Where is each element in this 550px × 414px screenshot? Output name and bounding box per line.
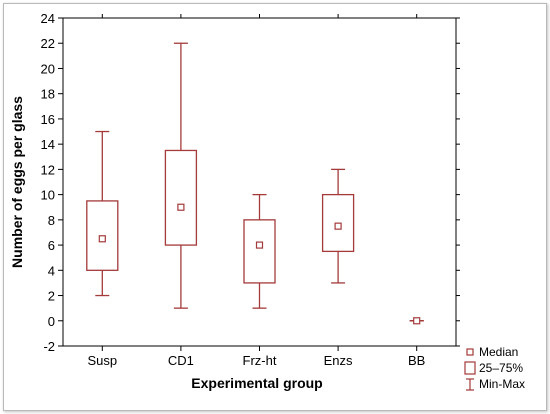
y-tick-label: 4: [48, 263, 55, 278]
y-tick-label: 2: [48, 289, 55, 304]
legend-label-iqr: 25–75%: [479, 361, 523, 375]
box-group-bb: [409, 317, 424, 325]
y-tick-label: 20: [41, 61, 55, 76]
x-axis: Susp CD1 Frz-ht Enzs BB: [87, 14, 425, 368]
y-tick-label: -2: [43, 339, 55, 354]
box-group-susp: [86, 130, 119, 297]
y-tick-label: 24: [41, 11, 55, 26]
x-tick-label: Frz-ht: [243, 353, 277, 368]
x-axis-title: Experimental group: [191, 375, 322, 391]
y-tick-label: 10: [41, 188, 55, 203]
y-tick-label: 22: [41, 36, 55, 51]
x-tick-label: BB: [408, 353, 425, 368]
median-marker: [413, 317, 421, 325]
y-tick-label: 0: [48, 314, 55, 329]
x-tick-label: Susp: [87, 353, 117, 368]
y-axis-title: Number of eggs per glass: [9, 96, 25, 268]
median-marker: [255, 241, 264, 249]
legend-label-median: Median: [479, 345, 518, 359]
box-group-frz-ht: [243, 193, 276, 309]
y-tick-label: 8: [48, 213, 55, 228]
box-group-cd1: [164, 42, 198, 309]
median-marker: [98, 235, 106, 243]
y-tick-label: 18: [41, 87, 55, 102]
y-tick-label: 12: [41, 162, 55, 177]
legend: Median 25–75% Min-Max: [464, 345, 525, 391]
median-marker: [177, 203, 185, 211]
x-tick-label: CD1: [168, 353, 194, 368]
x-tick-label: Enzs: [324, 353, 353, 368]
iqr-box: [243, 219, 276, 284]
y-tick-label: 16: [41, 112, 55, 127]
box-group-enzs: [321, 168, 355, 284]
median-marker: [334, 222, 342, 230]
legend-median-symbol: [466, 348, 474, 356]
y-tick-label: 14: [41, 137, 55, 152]
iqr-box: [164, 149, 198, 246]
boxes: [86, 42, 424, 325]
legend-label-minmax: Min-Max: [479, 377, 525, 391]
y-tick-label: 6: [48, 238, 55, 253]
legend-box-symbol: [464, 361, 476, 375]
